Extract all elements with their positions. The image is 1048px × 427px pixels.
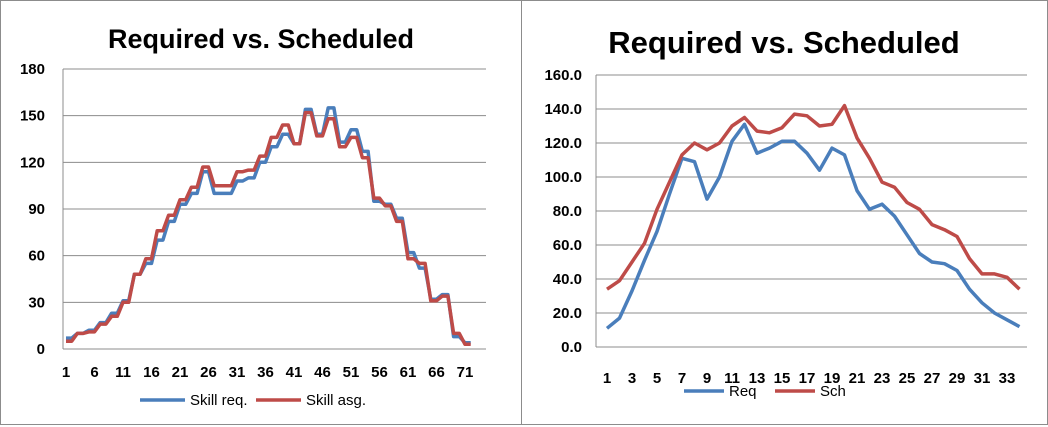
x-tick-label: 66: [428, 364, 445, 381]
y-tick-label: 140.0: [544, 101, 582, 118]
y-tick-label: 60: [28, 248, 45, 265]
legend-label-skill-asg: Skill asg.: [306, 392, 366, 409]
legend-label-req: Req: [729, 383, 757, 400]
y-tick-label: 150: [20, 108, 45, 125]
x-tick-label: 46: [314, 364, 331, 381]
y-tick-label: 100.0: [544, 169, 582, 186]
y-tick-label: 180: [20, 61, 45, 78]
x-tick-label: 9: [703, 370, 711, 387]
x-tick-label: 21: [849, 370, 866, 387]
x-tick-label: 36: [257, 364, 274, 381]
x-tick-label: 13: [749, 370, 766, 387]
x-tick-label: 3: [628, 370, 636, 387]
chart-skill-required-vs-scheduled: Required vs. Scheduled 0 30 60 90 120 150 180 1…: [20, 24, 486, 409]
x-tick-label: 1: [603, 370, 611, 387]
y-tick-label: 20.0: [553, 305, 582, 322]
legend-label-sch: Sch: [820, 383, 846, 400]
x-tick-label: 6: [90, 364, 98, 381]
x-tick-label: 1: [62, 364, 70, 381]
y-tick-label: 0.0: [561, 339, 582, 356]
x-tick-label: 17: [799, 370, 816, 387]
x-tick-label: 61: [400, 364, 417, 381]
y-tick-label: 80.0: [553, 203, 582, 220]
series-line-sch: [606, 103, 1021, 291]
y-tick-label: 120: [20, 154, 45, 171]
x-tick-label: 5: [653, 370, 661, 387]
chart-title: Required vs. Scheduled: [108, 24, 414, 54]
y-tick-label: 60.0: [553, 237, 582, 254]
series-line-req: [605, 122, 1021, 330]
x-tick-label: 7: [678, 370, 686, 387]
x-tick-label: 16: [143, 364, 160, 381]
x-tick-label: 31: [974, 370, 991, 387]
x-tick-label: 19: [824, 370, 841, 387]
y-tick-label: 160.0: [544, 67, 582, 84]
x-tick-label: 29: [949, 370, 966, 387]
chart-req-vs-sch: Required vs. Scheduled 0.0 20.0 40.0 60.0 80…: [544, 25, 1027, 400]
x-tick-label: 41: [286, 364, 303, 381]
x-tick-label: 11: [115, 364, 131, 381]
x-tick-label: 51: [343, 364, 360, 381]
x-tick-label: 31: [229, 364, 246, 381]
y-tick-label: 40.0: [553, 271, 582, 288]
x-tick-label: 23: [874, 370, 891, 387]
x-tick-label: 15: [774, 370, 791, 387]
x-tick-label: 11: [724, 370, 740, 387]
y-tick-label: 0: [37, 341, 45, 358]
x-tick-label: 26: [200, 364, 217, 381]
y-tick-label: 90: [28, 201, 45, 218]
y-tick-label: 120.0: [544, 135, 582, 152]
x-tick-label: 56: [371, 364, 388, 381]
chart-panel-req-sch: Required vs. Scheduled 0.0 20.0 40.0 60.0 80…: [521, 0, 1048, 425]
x-tick-label: 27: [924, 370, 941, 387]
y-tick-label: 30: [28, 294, 45, 311]
series-line-skill-asg: [66, 110, 471, 347]
x-tick-label: 21: [172, 364, 189, 381]
chart-panel-skill: Required vs. Scheduled 0 30 60 90 120 150 180 1…: [0, 0, 522, 425]
x-tick-label: 71: [457, 364, 474, 381]
chart-title: Required vs. Scheduled: [608, 25, 959, 60]
x-tick-label: 25: [899, 370, 916, 387]
x-tick-label: 33: [999, 370, 1016, 387]
legend-label-skill-req: Skill req.: [190, 392, 248, 409]
